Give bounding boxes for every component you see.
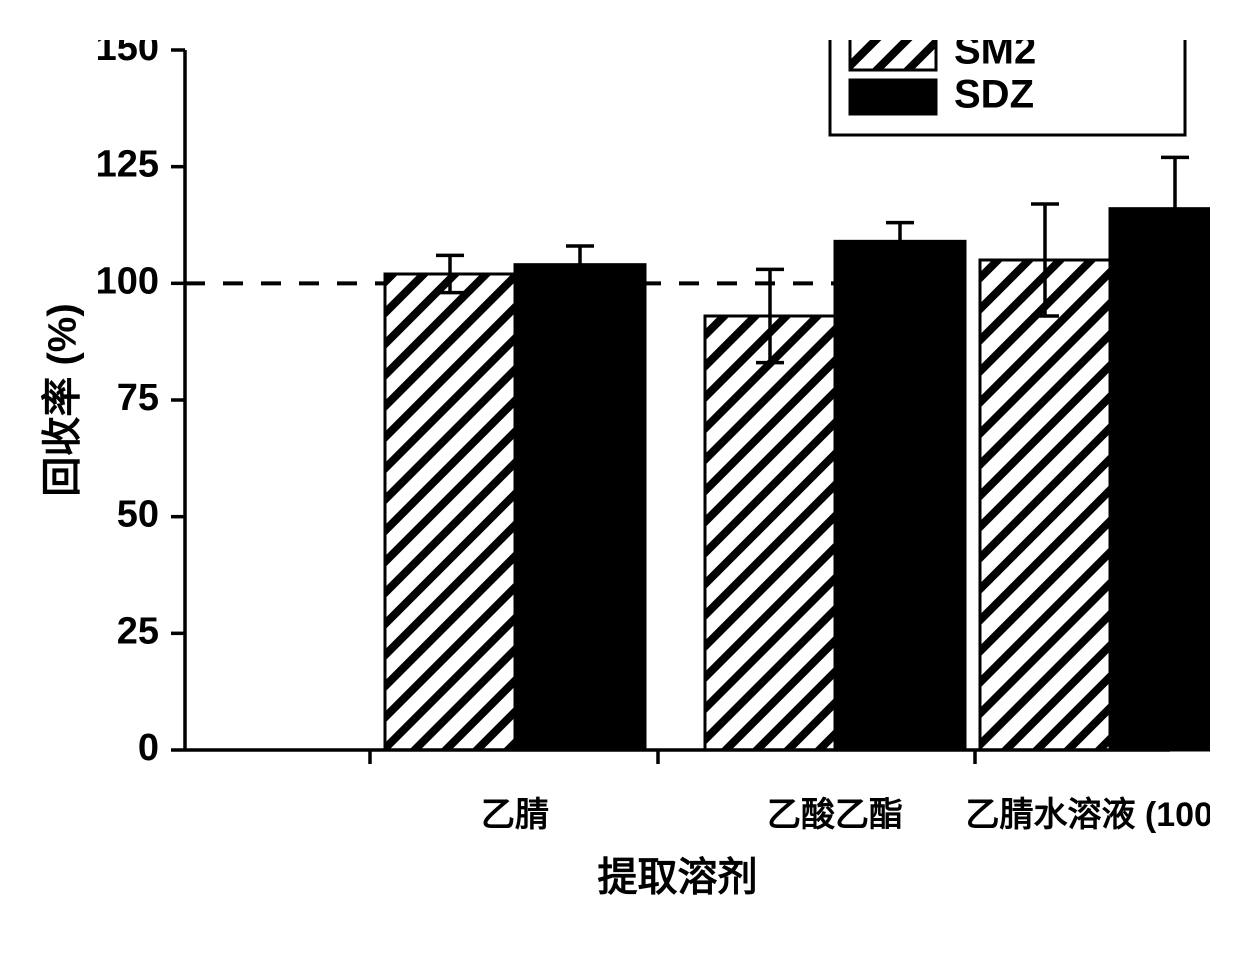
legend-label-SM2: SM2 xyxy=(954,40,1036,73)
recovery-bar-chart: 0 25 50 75 100 125 150 乙腈 乙酸乙酯 乙腈水溶液 (100:3) 回收率 (… xyxy=(30,40,1210,930)
bar-SDZ-1 xyxy=(835,241,965,750)
x-axis-label: 提取溶剂 xyxy=(598,856,758,900)
xtick-label-0: 乙腈 xyxy=(481,796,549,834)
bar-SM2-0 xyxy=(385,274,515,750)
bar-SM2-1 xyxy=(705,316,835,750)
y-axis-label: 回收率 (%) xyxy=(41,303,85,496)
ytick-label: 150 xyxy=(96,40,159,69)
chart-svg: 0 25 50 75 100 125 150 乙腈 乙酸乙酯 乙腈水溶液 (100:3) 回收率 (… xyxy=(30,40,1210,930)
ytick-label: 75 xyxy=(117,377,159,419)
legend: SM2SDZ xyxy=(830,40,1185,135)
ytick-label: 0 xyxy=(138,727,159,769)
legend-swatch-SM2 xyxy=(850,40,936,70)
bar-SM2-2 xyxy=(980,260,1110,750)
ytick-label: 50 xyxy=(117,494,159,536)
ytick-label: 125 xyxy=(96,144,159,186)
bar-SDZ-2 xyxy=(1110,209,1210,750)
xtick-label-2: 乙腈水溶液 (100:3) xyxy=(965,796,1210,834)
ytick-label: 25 xyxy=(117,610,159,652)
ytick-label: 100 xyxy=(96,260,159,302)
legend-swatch-SDZ xyxy=(850,80,936,114)
legend-label-SDZ: SDZ xyxy=(954,73,1034,117)
bar-SDZ-0 xyxy=(515,265,645,750)
xtick-label-1: 乙酸乙酯 xyxy=(767,796,903,834)
